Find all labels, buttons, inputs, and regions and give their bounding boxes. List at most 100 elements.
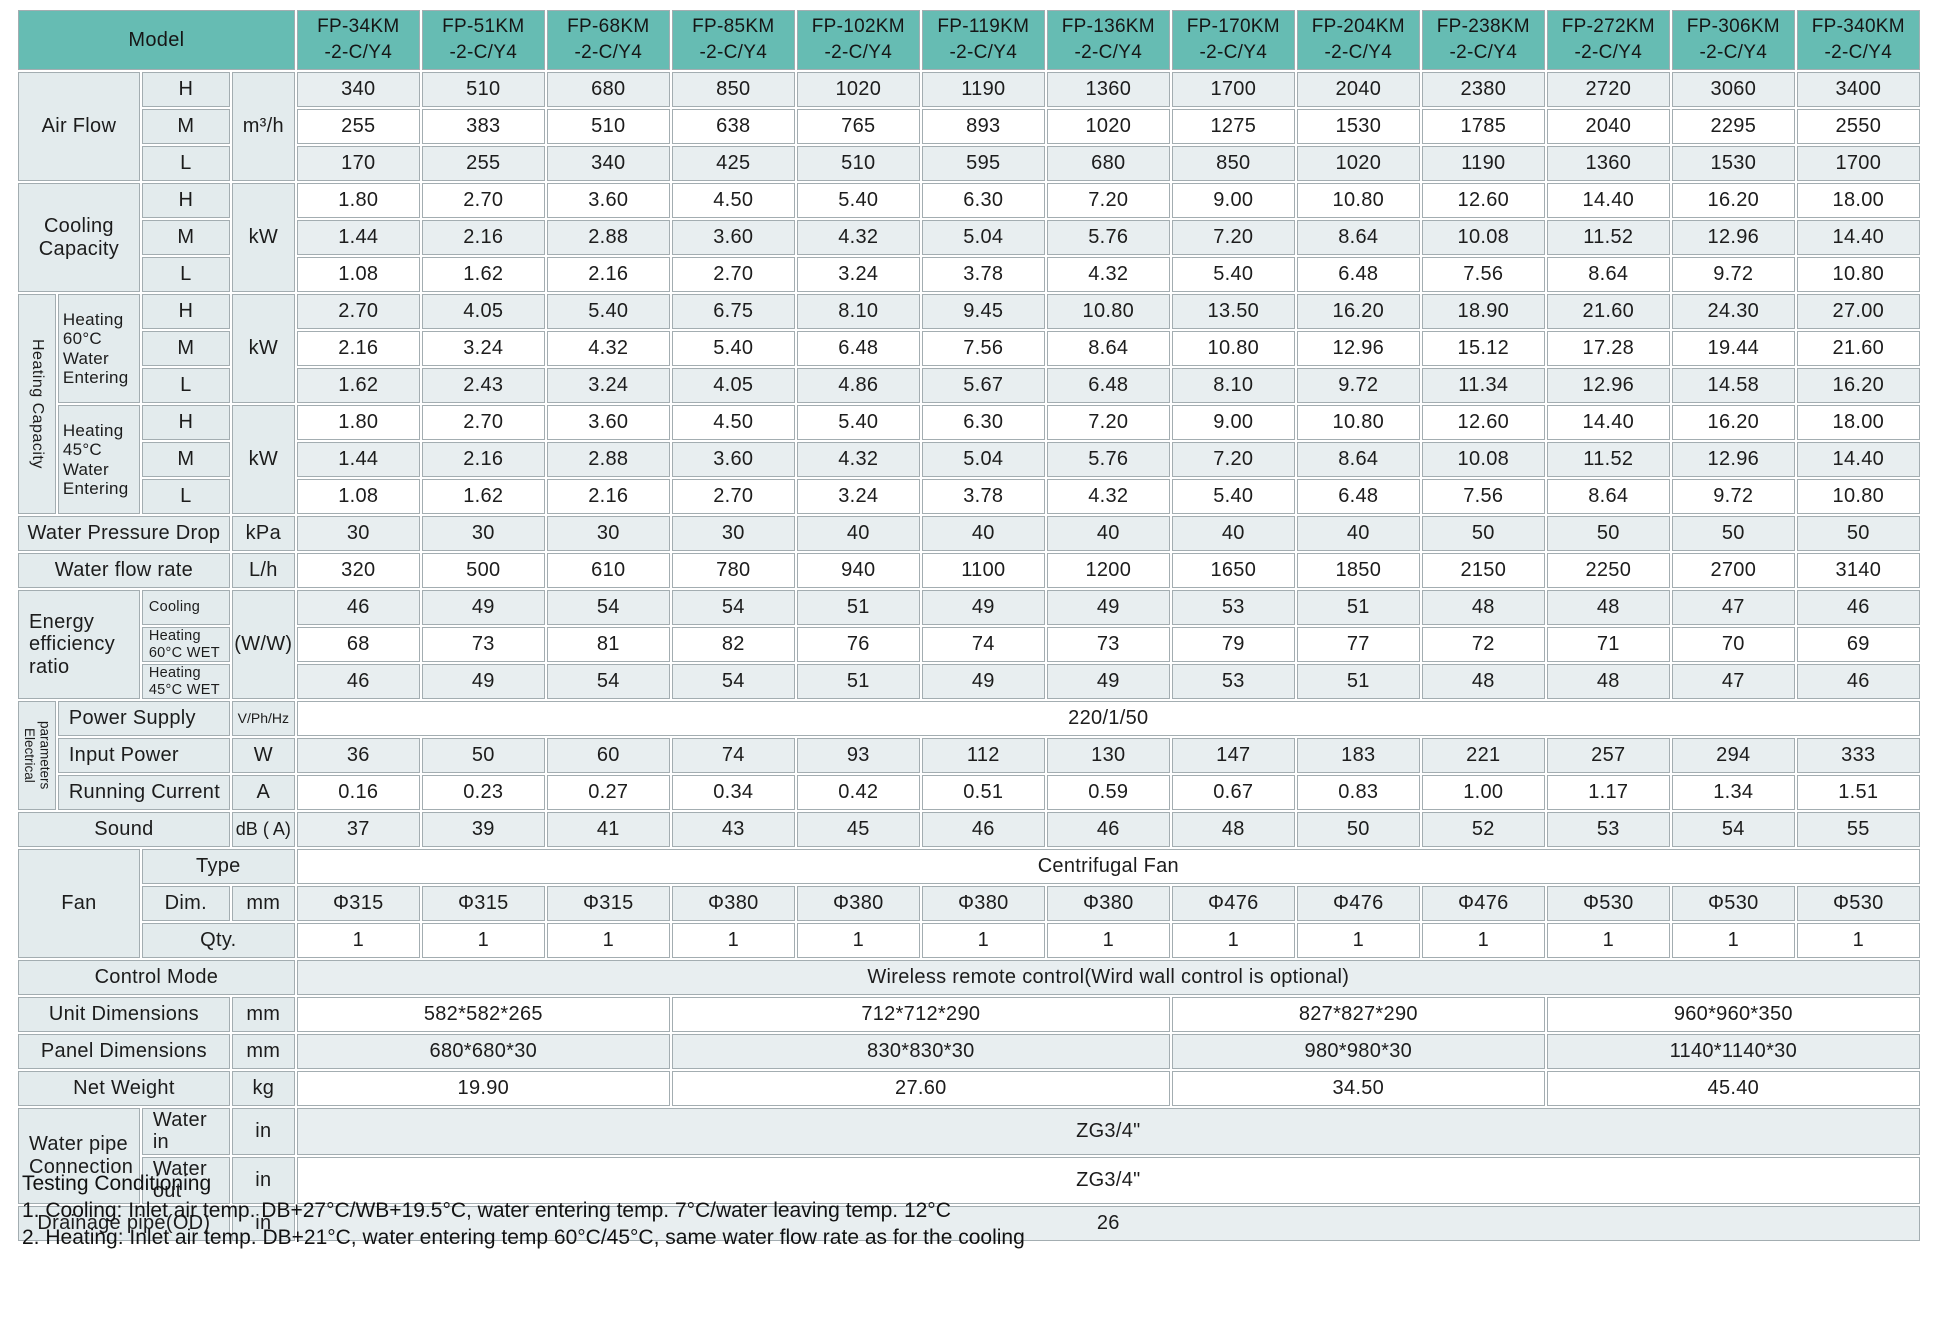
value-cell: 46 — [921, 812, 1045, 847]
value-cell: 16.20 — [1671, 405, 1795, 440]
value-cell: 10.80 — [1796, 479, 1920, 514]
model-header-cell: FP-170KM -2-C/Y4 — [1171, 10, 1295, 70]
value-cell: 16.20 — [1671, 183, 1795, 218]
row-label-cell: Input Power — [57, 738, 230, 773]
row-label-cell: Water out — [141, 1156, 230, 1204]
value-cell: 46 — [1046, 812, 1170, 847]
value-cell: 47 — [1671, 664, 1795, 699]
table-row: Fan Type Centrifugal Fan — [18, 849, 1920, 958]
value-cell: 1020 — [796, 72, 920, 107]
row-label-cell: H — [141, 405, 230, 440]
row-label-cell: Heating 60°C WET — [141, 627, 230, 662]
value-cell: Φ530 — [1671, 886, 1795, 921]
value-cell: Φ530 — [1546, 886, 1670, 921]
value-cell: 3060 — [1671, 72, 1795, 107]
value-cell: 10.80 — [1796, 257, 1920, 292]
value-cell: 595 — [921, 146, 1045, 181]
value-cell: Φ380 — [1046, 886, 1170, 921]
value-cell: 46 — [296, 664, 420, 699]
value-cell: 7.20 — [1046, 405, 1170, 440]
value-cell: 11.52 — [1546, 220, 1670, 255]
value-cell: 2.16 — [421, 220, 545, 255]
value-cell: 49 — [421, 590, 545, 625]
value-cell: 2.16 — [546, 479, 670, 514]
value-cell: 5.40 — [546, 294, 670, 329]
table-row: L 1.62 2.43 3.24 4.05 4.86 5.67 6.48 8.10 9.72 11.… — [18, 368, 1920, 403]
value-cell: 51 — [796, 664, 920, 699]
row-label-cell: Panel Dimensions — [18, 1034, 230, 1069]
value-cell: 26 — [296, 1205, 1920, 1241]
value-cell: 1.62 — [421, 257, 545, 292]
value-cell: 9.72 — [1671, 257, 1795, 292]
value-cell: 30 — [546, 516, 670, 551]
value-cell: 30 — [296, 516, 420, 551]
value-cell: 1700 — [1796, 146, 1920, 181]
value-cell: 10.80 — [1171, 331, 1295, 366]
value-cell: 1 — [296, 923, 420, 958]
value-cell: 18.90 — [1421, 294, 1545, 329]
row-label-cell: Dim. — [141, 886, 230, 921]
row-label-cell: kPa — [231, 516, 295, 551]
value-cell: 130 — [1046, 738, 1170, 773]
value-cell: 93 — [796, 738, 920, 773]
row-label-cell: Type — [141, 849, 295, 884]
row-label-cell: Heating Capacity — [18, 294, 56, 514]
spec-table: Model FP-34KM -2-C/Y4 FP-51KM -2-C/Y4 FP-68… — [16, 8, 1922, 1243]
value-cell: 12.96 — [1546, 368, 1670, 403]
value-cell: 48 — [1421, 590, 1545, 625]
value-cell: 69 — [1796, 627, 1920, 662]
value-cell: 4.05 — [421, 294, 545, 329]
value-cell: 1.80 — [296, 405, 420, 440]
model-header-cell: FP-119KM -2-C/Y4 — [921, 10, 1045, 70]
value-cell: 1200 — [1046, 553, 1170, 588]
model-header-cell: FP-136KM -2-C/Y4 — [1046, 10, 1170, 70]
value-cell: ZG3/4" — [296, 1156, 1920, 1204]
value-cell: 50 — [1796, 516, 1920, 551]
row-label-cell: H — [141, 294, 230, 329]
value-cell: 48 — [1421, 664, 1545, 699]
value-cell: 71 — [1546, 627, 1670, 662]
value-cell: 2250 — [1546, 553, 1670, 588]
value-cell: 37 — [296, 812, 420, 847]
value-cell: 510 — [546, 109, 670, 144]
value-cell: 5.76 — [1046, 442, 1170, 477]
value-cell: 34.50 — [1171, 1071, 1545, 1106]
value-cell: 4.32 — [1046, 257, 1170, 292]
value-cell: 74 — [921, 627, 1045, 662]
value-cell: 9.72 — [1296, 368, 1420, 403]
row-label-cell: Heating 45°C WET — [141, 664, 230, 699]
row-label-cell: Power Supply — [57, 701, 230, 736]
value-cell: 73 — [1046, 627, 1170, 662]
value-cell: 340 — [296, 72, 420, 107]
value-cell: 1.00 — [1421, 775, 1545, 810]
value-cell: 4.50 — [671, 405, 795, 440]
value-cell: 24.30 — [1671, 294, 1795, 329]
value-cell: 54 — [671, 590, 795, 625]
value-cell: 10.80 — [1046, 294, 1170, 329]
row-label-cell: V/Ph/Hz — [231, 701, 295, 736]
model-header-cell: FP-102KM -2-C/Y4 — [796, 10, 920, 70]
row-label-cell: Air Flow — [18, 72, 140, 181]
row-label-cell: Net Weight — [18, 1071, 230, 1106]
value-cell: 40 — [1296, 516, 1420, 551]
value-cell: 48 — [1171, 812, 1295, 847]
value-cell: 4.32 — [796, 442, 920, 477]
value-cell: 1 — [1546, 923, 1670, 958]
value-cell: 1.44 — [296, 442, 420, 477]
row-label-cell: kW — [231, 405, 295, 514]
row-label-cell: in — [231, 1205, 295, 1241]
value-cell: 81 — [546, 627, 670, 662]
value-cell: 8.64 — [1546, 479, 1670, 514]
value-cell: 12.96 — [1671, 442, 1795, 477]
value-cell: 50 — [1421, 516, 1545, 551]
value-cell: 82 — [671, 627, 795, 662]
table-row: Heating Capacity Heating 60°C Water Enter… — [18, 294, 1920, 514]
value-cell: 1 — [921, 923, 1045, 958]
value-cell: 10.08 — [1421, 442, 1545, 477]
model-header-cell: FP-51KM -2-C/Y4 — [421, 10, 545, 70]
row-label-cell: L/h — [231, 553, 295, 588]
table-row: Running Current A 0.16 0.23 0.27 0.34 0.42 0.51… — [18, 775, 1920, 810]
value-cell: 2040 — [1296, 72, 1420, 107]
row-label-cell: H — [141, 72, 230, 107]
value-cell: 9.00 — [1171, 405, 1295, 440]
